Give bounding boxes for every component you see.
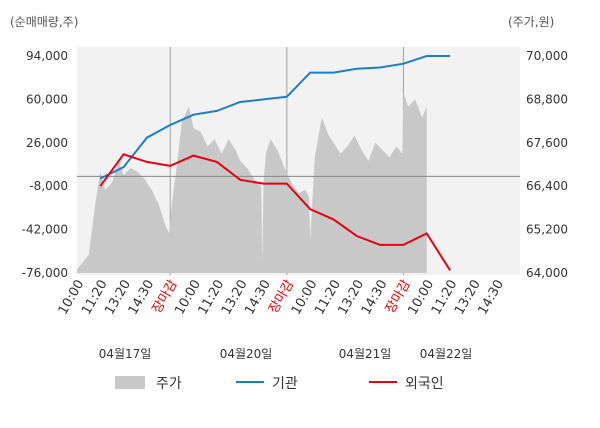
date-labels: 04월17일 04월20일 04월21일 04월22일 (99, 347, 473, 361)
institution-line (99, 55, 451, 180)
legend-label-institution: 기관 (272, 376, 298, 392)
right-tick-label: 65,200 (526, 223, 568, 237)
date-label: 04월21일 (339, 347, 392, 361)
left-tick-label: 26,000 (26, 136, 68, 150)
left-tick-label: -76,000 (22, 266, 68, 280)
left-axis-ticks: 94,000 60,000 26,000 -8,000 -42,000 -76,000 (22, 49, 68, 280)
right-tick-label: 66,400 (526, 179, 568, 193)
x-axis-ticks: 10:0011:2013:2014:30장마감10:0011:2013:2014… (56, 277, 507, 317)
left-tick-label: -42,000 (22, 223, 68, 237)
left-tick-label: 60,000 (26, 92, 68, 106)
legend: 주가 기관 외국인 (115, 376, 444, 392)
right-tick-label: 68,800 (526, 92, 568, 106)
foreign-line (99, 153, 451, 271)
left-axis-unit: (순매매량,주) (10, 15, 78, 29)
date-label: 04월22일 (420, 347, 473, 361)
date-label: 04월17일 (99, 347, 152, 361)
date-label: 04월20일 (220, 347, 273, 361)
legend-label-price: 주가 (156, 376, 182, 392)
right-tick-label: 64,000 (526, 266, 568, 280)
legend-label-foreign: 외국인 (405, 376, 444, 392)
right-tick-label: 70,000 (526, 49, 568, 63)
right-axis-unit: (주가,원) (508, 15, 554, 29)
left-tick-label: -8,000 (29, 179, 68, 193)
legend-swatch-price (115, 376, 145, 389)
right-axis-ticks: 70,000 68,800 67,600 66,400 65,200 64,000 (526, 49, 568, 280)
right-tick-label: 67,600 (526, 136, 568, 150)
left-tick-label: 94,000 (26, 49, 68, 63)
